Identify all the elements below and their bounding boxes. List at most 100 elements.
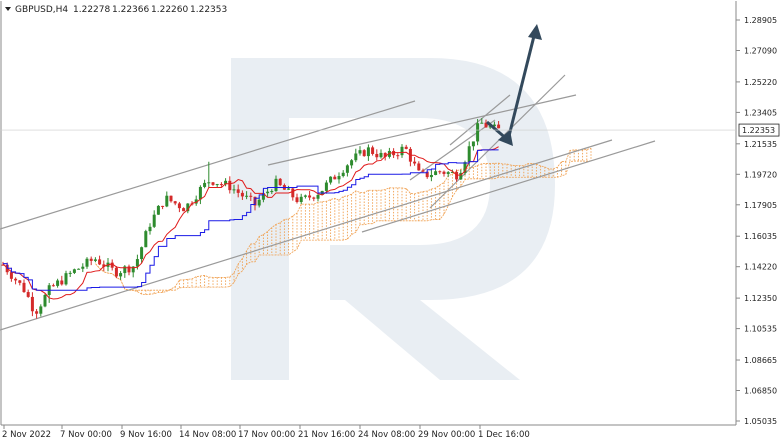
candle-body xyxy=(324,182,328,191)
candle-body xyxy=(14,278,18,281)
symbol-label: GBPUSD,H4 xyxy=(15,5,68,15)
candle-body xyxy=(429,174,433,178)
triangle-down-icon[interactable] xyxy=(5,7,11,11)
candle-body xyxy=(144,231,148,248)
y-tick-label: 1.14220 xyxy=(744,263,777,272)
candle-body xyxy=(81,266,85,269)
current-price-box xyxy=(738,123,780,137)
arrow-head-up xyxy=(528,24,542,40)
R-logo-watermark xyxy=(231,58,555,380)
x-tick-label: 2 Nov 2022 xyxy=(2,430,51,440)
x-tick-label: 29 Nov 00:00 xyxy=(418,430,475,440)
candle-body xyxy=(219,184,223,186)
candle-body xyxy=(30,296,34,312)
candle-body xyxy=(450,171,454,173)
candle-body xyxy=(177,203,181,209)
candle-body xyxy=(425,171,429,178)
candle-body xyxy=(438,171,442,173)
y-tick-label: 1.08665 xyxy=(744,356,777,365)
candle-body xyxy=(186,203,190,212)
candle-body xyxy=(308,195,312,198)
candle-body xyxy=(89,258,93,261)
candle-body xyxy=(182,208,186,212)
candle-body xyxy=(240,192,244,197)
candle-body xyxy=(274,178,278,192)
candle-body xyxy=(9,272,13,279)
candle-body xyxy=(467,146,471,163)
y-tick-label: 1.21535 xyxy=(744,140,777,149)
senkou-span-b xyxy=(95,160,591,291)
candle-body xyxy=(156,205,160,215)
candle-body xyxy=(165,195,169,207)
y-tick-label: 1.25220 xyxy=(744,78,777,87)
senkou-span-a xyxy=(95,147,592,295)
price-axis[interactable]: 1.28905 1.27090 1.25220 1.23405 1.21535 1.197… xyxy=(0,16,780,426)
y-tick-label: 1.28905 xyxy=(744,16,777,25)
forecast-arrow-up xyxy=(506,35,536,141)
candle-body xyxy=(110,262,114,268)
candle-body xyxy=(316,194,320,199)
candle-body xyxy=(98,259,102,265)
candle-body xyxy=(232,189,236,191)
chart-header: GBPUSD,H4 1.22278 1.22366 1.22260 1.2235… xyxy=(5,5,227,15)
candle-body xyxy=(295,197,299,202)
open-price: 1.22278 xyxy=(73,5,110,15)
candle-body xyxy=(387,150,391,157)
candle-body xyxy=(215,184,219,186)
candle-body xyxy=(152,214,156,227)
candle-body xyxy=(476,123,480,142)
trend-line xyxy=(0,100,416,230)
x-tick-label: 9 Nov 16:00 xyxy=(120,430,172,440)
tenkan-sen-line xyxy=(2,146,499,300)
candle-body xyxy=(341,172,345,177)
candle-body xyxy=(362,150,366,157)
candle-body xyxy=(455,171,459,180)
candle-body xyxy=(345,165,349,173)
candle-body xyxy=(135,259,139,267)
candle-body xyxy=(224,180,228,185)
candle-body xyxy=(194,199,198,204)
x-tick-label: 1 Dec 16:00 xyxy=(478,430,530,440)
candle-body xyxy=(68,272,72,274)
candle-body xyxy=(72,269,76,273)
high-price: 1.22366 xyxy=(112,5,149,15)
candle-body xyxy=(207,182,211,184)
candle-body xyxy=(442,171,446,174)
candle-body xyxy=(371,147,375,154)
candle-body xyxy=(480,122,484,124)
candle-body xyxy=(358,150,362,154)
candle-body xyxy=(140,247,144,260)
time-axis[interactable]: 2 Nov 2022 7 Nov 00:00 9 Nov 16:00 14 Nov 0… xyxy=(2,425,530,440)
y-tick-label: 1.12350 xyxy=(744,294,777,303)
candle-body xyxy=(303,195,307,197)
candle-body xyxy=(26,292,30,297)
candle-body xyxy=(488,126,492,128)
candle-body xyxy=(77,268,81,270)
candle-body xyxy=(236,189,240,193)
candle-body xyxy=(64,273,68,285)
candle-body xyxy=(312,197,316,199)
y-tick-label: 1.16035 xyxy=(744,232,777,241)
candle-body xyxy=(60,280,64,285)
y-tick-label: 1.06850 xyxy=(744,387,777,396)
candle-body xyxy=(51,285,55,287)
candle-body xyxy=(446,172,450,174)
y-tick-label: 1.19720 xyxy=(744,170,777,179)
candle-body xyxy=(203,182,207,187)
y-tick-label: 1.27090 xyxy=(744,46,777,55)
current-price-label: 1.22353 xyxy=(742,126,775,135)
x-tick-label: 7 Nov 00:00 xyxy=(60,430,112,440)
candle-body xyxy=(148,226,152,232)
candle-body xyxy=(400,146,404,156)
candle-body xyxy=(245,195,249,197)
y-tick-label: 1.10535 xyxy=(744,325,777,334)
candle-body xyxy=(198,186,202,200)
kijun-sen-line xyxy=(3,149,499,291)
candle-body xyxy=(266,191,270,194)
candle-body xyxy=(35,311,39,314)
trend-line xyxy=(429,74,566,209)
trend-line xyxy=(449,94,511,146)
candle-body xyxy=(375,153,379,158)
